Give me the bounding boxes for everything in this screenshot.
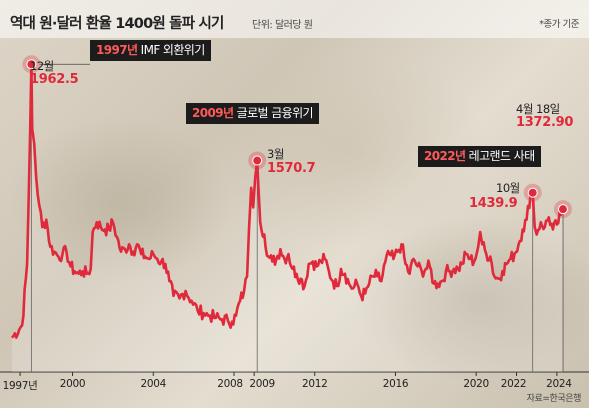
value-label-1997: 1962.5: [30, 72, 79, 87]
source-note: 자료=한국은행: [526, 394, 582, 404]
x-tick-label: 2004: [140, 378, 167, 390]
title-bar: [0, 0, 589, 38]
footnote: *종가 기준: [539, 19, 579, 30]
x-tick-label: 2012: [301, 378, 328, 390]
date-label-2009: 3월: [267, 147, 284, 161]
event-text: 레고랜드 사태: [468, 149, 535, 163]
event-label-1997: 1997년 IMF 외환위기: [90, 40, 211, 61]
date-label-1997: 12월: [30, 59, 54, 73]
x-tick-label: 2009: [249, 378, 275, 390]
date-label-2022: 10월: [496, 181, 520, 195]
event-label-2022: 2022년 레고랜드 사태: [418, 146, 541, 167]
x-axis: [0, 371, 589, 376]
x-tick-label: 2020: [463, 378, 489, 390]
highlight-marker: [557, 204, 568, 215]
event-year: 1997년: [96, 43, 138, 57]
highlight-marker: [252, 155, 263, 166]
event-year: 2022년: [424, 149, 466, 163]
value-label-2022: 1439.9: [469, 196, 518, 211]
line-area-shadow: [12, 64, 563, 372]
x-tick-label: 2024: [546, 378, 572, 390]
highlight-marker: [26, 59, 37, 70]
value-label-latest: 1372.90: [516, 115, 574, 130]
highlight-marker: [527, 187, 538, 198]
event-year: 2009년: [192, 106, 234, 120]
exchange-rate-line: [11, 62, 565, 339]
x-tick-label: 2000: [59, 378, 86, 390]
unit-label: 단위: 달러당 원: [252, 20, 313, 31]
event-text: 글로벌 금융위기: [236, 106, 314, 120]
chart-title: 역대 원·달러 환율 1400원 돌파 시기: [10, 16, 224, 32]
x-tick-label: 2016: [382, 378, 409, 390]
x-tick-label: 2022: [500, 378, 527, 390]
x-tick-label: 1997년: [2, 380, 38, 392]
x-tick-label: 2008: [217, 378, 243, 390]
highlight-markers: [22, 55, 572, 219]
value-label-2009: 1570.7: [267, 161, 316, 176]
date-label-latest: 4월 18일: [516, 102, 560, 116]
event-label-2009: 2009년 글로벌 금융위기: [186, 103, 319, 124]
event-text: IMF 외환위기: [140, 43, 206, 57]
